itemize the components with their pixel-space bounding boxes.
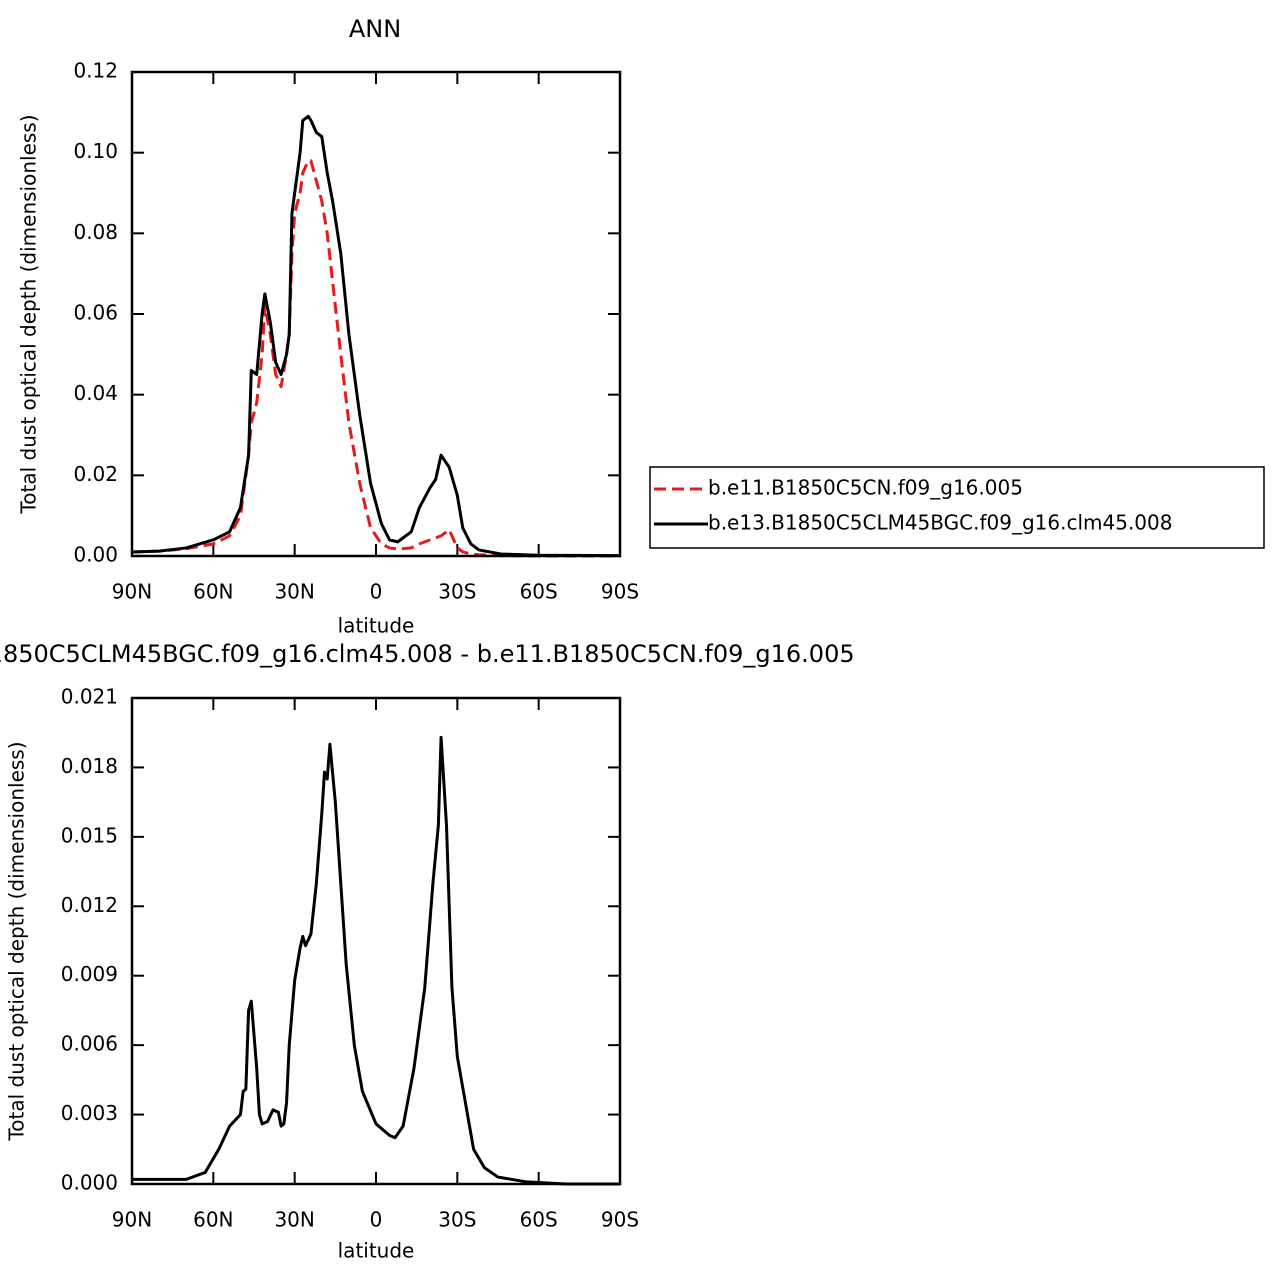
y-tick-label: 0.04 — [73, 381, 118, 405]
data-line — [132, 735, 620, 1186]
y-tick-label: 0.021 — [61, 685, 118, 709]
y-tick-label: 0.08 — [73, 220, 118, 244]
y-tick-label: 0.000 — [61, 1171, 118, 1195]
y-tick-label: 0.06 — [73, 301, 118, 325]
x-tick-label: 90S — [601, 580, 639, 604]
x-tick-label: 30N — [274, 1208, 314, 1232]
y-tick-label: 0.006 — [61, 1032, 118, 1056]
legend-box — [649, 466, 1265, 549]
x-axis-label: latitude — [338, 614, 415, 638]
y-tick-label: 0.012 — [61, 893, 118, 917]
x-tick-label: 30S — [438, 580, 476, 604]
data-line — [131, 114, 621, 558]
x-tick-label: 0 — [370, 1208, 383, 1232]
y-tick-label: 0.009 — [61, 962, 118, 986]
x-tick-label: 0 — [370, 580, 383, 604]
x-tick-label: 30N — [274, 580, 314, 604]
y-axis-label: Total dust optical depth (dimensionless) — [5, 741, 29, 1141]
plot-frame — [130, 70, 622, 558]
y-tick-label: 0.018 — [61, 754, 118, 778]
x-tick-label: 90N — [112, 1208, 152, 1232]
x-tick-label: 90N — [112, 580, 152, 604]
y-axis-label: Total dust optical depth (dimensionless) — [17, 114, 41, 514]
chart-title: ANN — [349, 15, 401, 43]
plot-frame — [130, 696, 622, 1186]
data-line — [131, 159, 620, 558]
y-tick-label: 0.003 — [61, 1101, 118, 1125]
y-tick-label: 0.12 — [73, 59, 118, 83]
x-tick-label: 60N — [193, 580, 233, 604]
y-tick-label: 0.10 — [73, 139, 118, 163]
x-tick-label: 60S — [520, 1208, 558, 1232]
legend-label: b.e13.B1850C5CLM45BGC.f09_g16.clm45.008 — [708, 511, 1172, 535]
x-axis-label: latitude — [338, 1239, 415, 1263]
y-tick-label: 0.02 — [73, 462, 118, 486]
y-tick-label: 0.015 — [61, 823, 118, 847]
x-tick-label: 60S — [520, 580, 558, 604]
chart-title: b.e13.B1850C5CLM45BGC.f09_g16.clm45.008 … — [0, 640, 855, 668]
legend-label: b.e11.B1850C5CN.f09_g16.005 — [708, 476, 1023, 500]
x-tick-label: 30S — [438, 1208, 476, 1232]
x-tick-label: 90S — [601, 1208, 639, 1232]
x-tick-label: 60N — [193, 1208, 233, 1232]
y-tick-label: 0.00 — [73, 543, 118, 567]
